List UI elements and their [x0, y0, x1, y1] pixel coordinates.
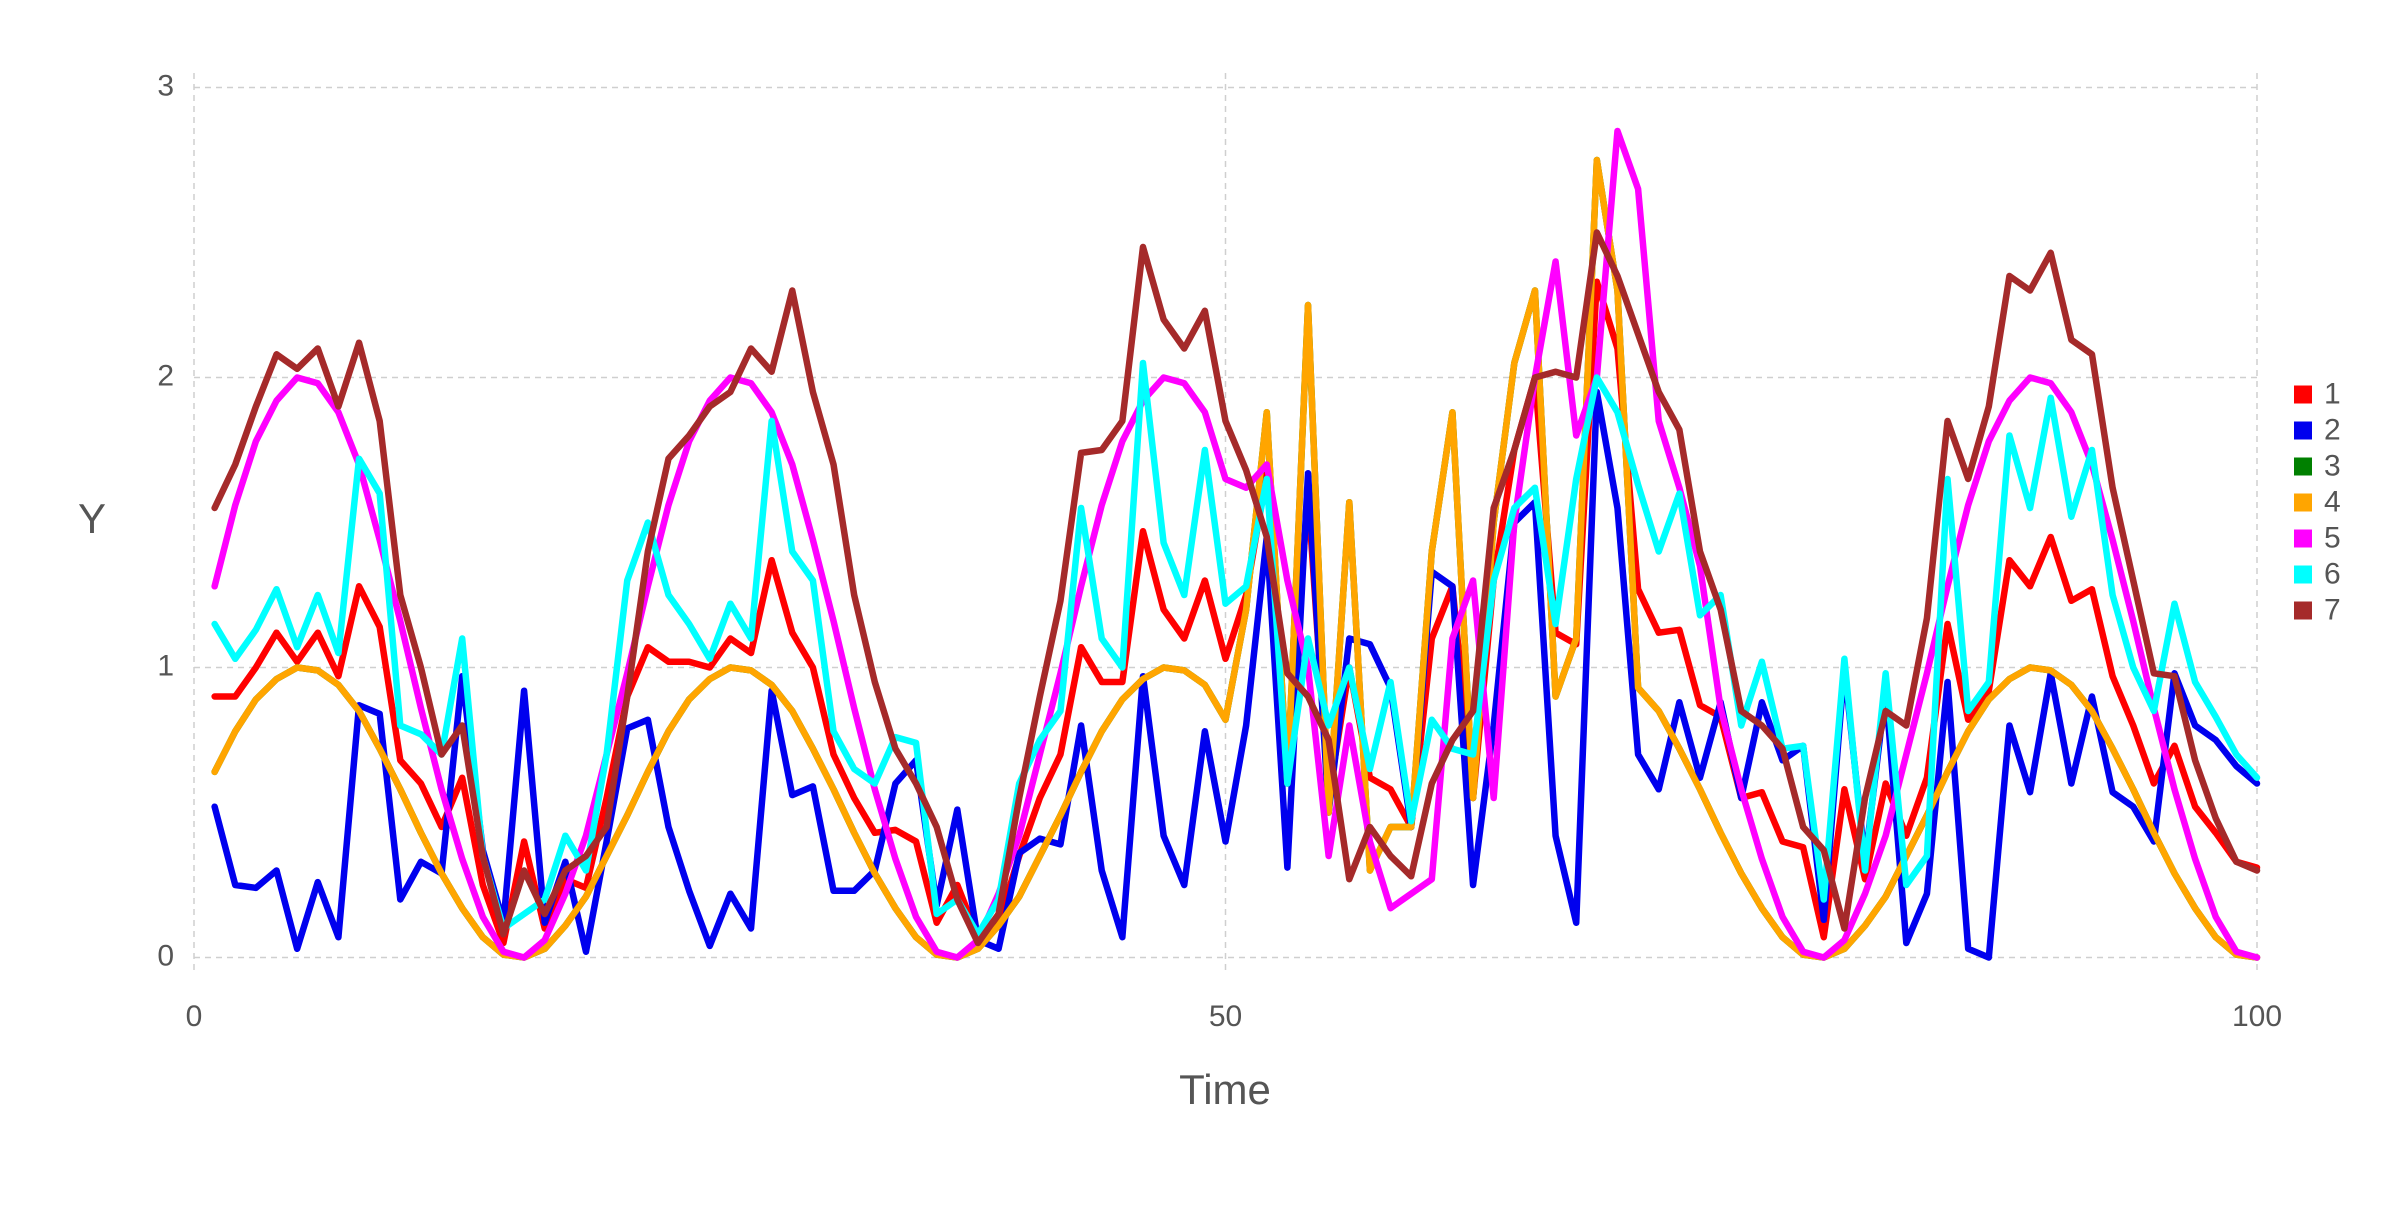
legend-swatch	[2294, 565, 2312, 584]
legend-swatch	[2294, 601, 2312, 620]
y-axis-label: Y	[78, 495, 106, 542]
legend-label: 2	[2324, 413, 2341, 446]
y-tick-label: 0	[157, 939, 174, 972]
legend-swatch	[2294, 385, 2312, 404]
y-tick-label: 3	[157, 69, 174, 102]
legend-label: 3	[2324, 449, 2341, 482]
x-tick-label: 100	[2232, 1000, 2282, 1033]
legend-label: 6	[2324, 557, 2341, 590]
y-tick-label: 2	[157, 359, 174, 392]
series-line	[211, 127, 2261, 961]
series-line	[211, 359, 2261, 938]
series-line	[211, 156, 2261, 961]
series-line	[211, 278, 2261, 947]
x-axis-label: Time	[1179, 1066, 1271, 1113]
legend-label: 4	[2324, 485, 2341, 518]
legend-label: 5	[2324, 521, 2341, 554]
legend-label: 7	[2324, 593, 2341, 626]
legend-label: 1	[2324, 377, 2341, 410]
legend-swatch	[2294, 493, 2312, 512]
legend-swatch	[2294, 421, 2312, 440]
series-line	[211, 229, 2261, 947]
legend-swatch	[2294, 457, 2312, 476]
x-tick-label: 0	[186, 1000, 203, 1033]
legend-swatch	[2294, 529, 2312, 548]
series-line	[211, 156, 2261, 961]
x-tick-label: 50	[1209, 1000, 1242, 1033]
y-tick-label: 1	[157, 649, 174, 682]
